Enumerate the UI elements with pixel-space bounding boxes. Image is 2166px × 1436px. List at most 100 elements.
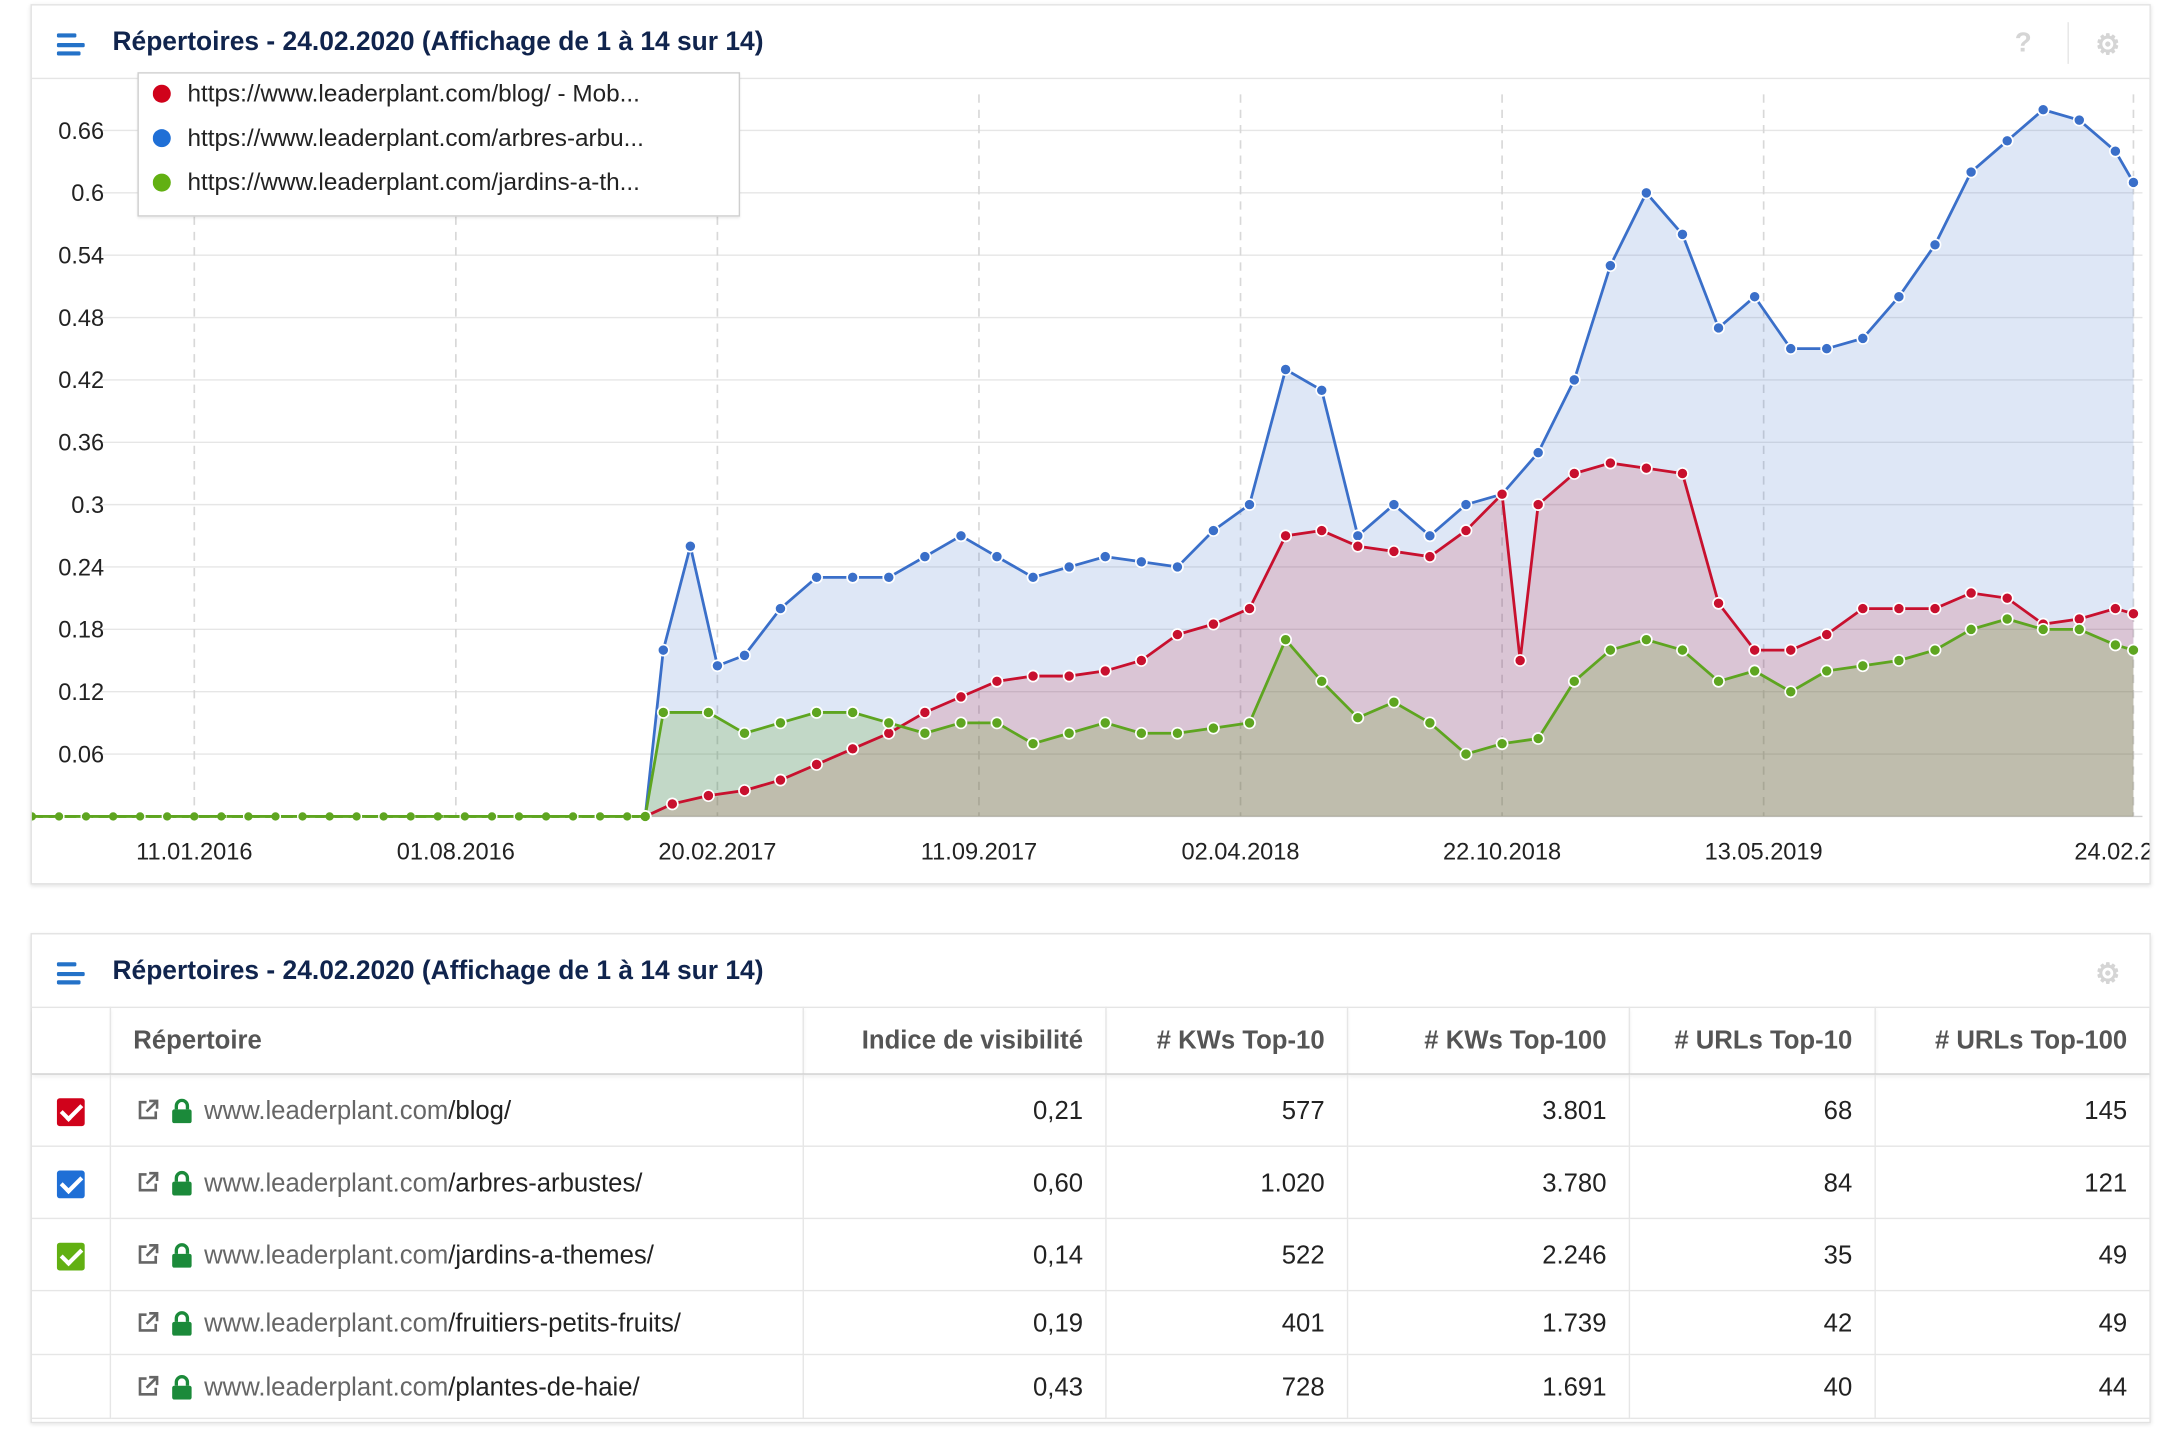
table-row[interactable]: www.leaderplant.com/blog/0,21 577 3.801 68 1…	[31, 1074, 2150, 1147]
kw-top10-cell: 522	[1105, 1218, 1349, 1292]
data-point	[1062, 726, 1076, 740]
data-point	[2108, 638, 2122, 652]
data-point	[2000, 134, 2014, 148]
directory-link[interactable]: www.leaderplant.com/arbres-arbustes/	[204, 1167, 642, 1196]
data-point	[1856, 659, 1870, 673]
directory-cell: www.leaderplant.com/fruitiers-petits-fru…	[110, 1290, 804, 1356]
gear-icon[interactable]: ⚙	[2095, 959, 2121, 991]
column-header-kw-top100[interactable]: # KWs Top-100	[1347, 1006, 1631, 1075]
data-point	[1964, 165, 1978, 179]
data-point	[1207, 617, 1220, 631]
column-header-url-top10[interactable]: # URLs Top-10	[1629, 1006, 1876, 1075]
data-point	[1928, 602, 1942, 615]
data-point	[774, 773, 787, 787]
external-link-icon[interactable]	[136, 1170, 160, 1194]
data-point	[1748, 290, 1762, 304]
url-top100-cell: 44	[1875, 1354, 2150, 1420]
data-point	[1387, 695, 1401, 709]
data-point	[1134, 555, 1148, 569]
kw-top10-cell: 577	[1105, 1074, 1349, 1147]
data-point	[1243, 498, 1256, 511]
data-point	[1026, 669, 1040, 683]
data-point	[665, 797, 679, 811]
data-point	[1459, 747, 1473, 761]
data-point	[1928, 643, 1942, 657]
row-checkbox[interactable]	[56, 1242, 85, 1270]
external-link-icon[interactable]	[136, 1242, 160, 1266]
series-area	[645, 463, 2134, 817]
legend-item-arbres[interactable]: https://www.leaderplant.com/arbres-arbu.…	[152, 123, 729, 157]
data-point	[1171, 628, 1184, 641]
series-area	[645, 109, 2134, 817]
directory-path: /jardins-a-themes/	[448, 1239, 654, 1269]
x-tick-label: 01.08.2016	[397, 839, 515, 865]
data-point	[1712, 674, 1725, 688]
row-checkbox[interactable]	[56, 1097, 85, 1126]
column-header-select	[31, 1006, 112, 1075]
lock-icon	[172, 1374, 192, 1399]
row-checkbox-cell	[31, 1290, 112, 1356]
data-point	[1820, 342, 1834, 356]
legend-label: https://www.leaderplant.com/arbres-arbu.…	[187, 123, 644, 152]
table-row[interactable]: www.leaderplant.com/fruitiers-petits-fru…	[31, 1290, 2150, 1356]
directory-cell: www.leaderplant.com/arbres-arbustes/	[110, 1146, 804, 1220]
header-divider	[2067, 22, 2069, 64]
data-point	[954, 716, 968, 730]
chart-legend: https://www.leaderplant.com/blog/ - Mob.…	[137, 72, 741, 217]
gear-icon[interactable]: ⚙	[2095, 30, 2121, 62]
data-point	[1387, 544, 1401, 558]
row-checkbox[interactable]	[56, 1169, 85, 1198]
legend-item-jardins[interactable]: https://www.leaderplant.com/jardins-a-th…	[152, 168, 729, 201]
row-checkbox-cell	[31, 1146, 112, 1220]
data-point	[738, 784, 751, 797]
legend-item-blog[interactable]: https://www.leaderplant.com/blog/ - Mob.…	[152, 79, 729, 112]
data-point	[1784, 342, 1798, 356]
column-header-kw-top10[interactable]: # KWs Top-10	[1105, 1006, 1349, 1075]
column-header-url-top100[interactable]: # URLs Top-100	[1875, 1006, 2150, 1075]
data-point	[2108, 602, 2122, 615]
x-tick-label: 13.05.2019	[1705, 839, 1823, 865]
hamburger-menu-icon[interactable]	[56, 962, 88, 985]
url-top100-cell: 121	[1875, 1146, 2150, 1220]
data-point	[1134, 654, 1148, 667]
data-point	[2072, 113, 2086, 127]
column-header-directory[interactable]: Répertoire	[110, 1006, 804, 1075]
directory-link[interactable]: www.leaderplant.com/jardins-a-themes/	[204, 1239, 654, 1268]
data-point	[2127, 643, 2140, 657]
table-row[interactable]: www.leaderplant.com/arbres-arbustes/0,60…	[31, 1146, 2150, 1220]
table-row[interactable]: www.leaderplant.com/plantes-de-haie/0,43…	[31, 1354, 2150, 1420]
table-panel-header: Répertoires - 24.02.2020 (Affichage de 1…	[31, 934, 2150, 1009]
external-link-icon[interactable]	[136, 1098, 160, 1122]
column-header-visibility[interactable]: Indice de visibilité	[803, 1006, 1107, 1075]
directory-link[interactable]: www.leaderplant.com/fruitiers-petits-fru…	[204, 1307, 681, 1336]
data-point	[1315, 524, 1329, 537]
data-point	[882, 726, 896, 740]
data-point	[846, 742, 860, 756]
directory-link[interactable]: www.leaderplant.com/blog/	[204, 1095, 511, 1124]
external-link-icon[interactable]	[136, 1374, 160, 1398]
hamburger-menu-icon[interactable]	[56, 33, 88, 56]
y-tick-label: 0.12	[58, 680, 104, 706]
data-point	[1062, 560, 1076, 574]
url-top10-cell: 68	[1629, 1074, 1876, 1147]
table-row[interactable]: www.leaderplant.com/jardins-a-themes/0,1…	[31, 1218, 2150, 1292]
data-point	[1279, 633, 1292, 647]
data-point	[1351, 539, 1365, 553]
data-point	[1676, 227, 1689, 241]
external-link-icon[interactable]	[136, 1310, 160, 1334]
data-point	[1892, 654, 1906, 667]
data-point	[810, 706, 823, 719]
url-top10-cell: 84	[1629, 1146, 1876, 1220]
question-icon[interactable]: ?	[2014, 27, 2032, 59]
data-point	[1892, 290, 1906, 304]
directory-link[interactable]: www.leaderplant.com/plantes-de-haie/	[204, 1371, 640, 1400]
lock-icon	[172, 1098, 192, 1123]
data-point	[1351, 529, 1365, 543]
data-point	[1964, 586, 1978, 600]
data-point	[1279, 363, 1292, 376]
url-top100-cell: 145	[1875, 1074, 2150, 1147]
url-top100-cell: 49	[1875, 1290, 2150, 1356]
data-point	[2127, 607, 2140, 621]
data-point	[1639, 186, 1653, 200]
x-tick-label: 20.02.2017	[658, 839, 776, 865]
